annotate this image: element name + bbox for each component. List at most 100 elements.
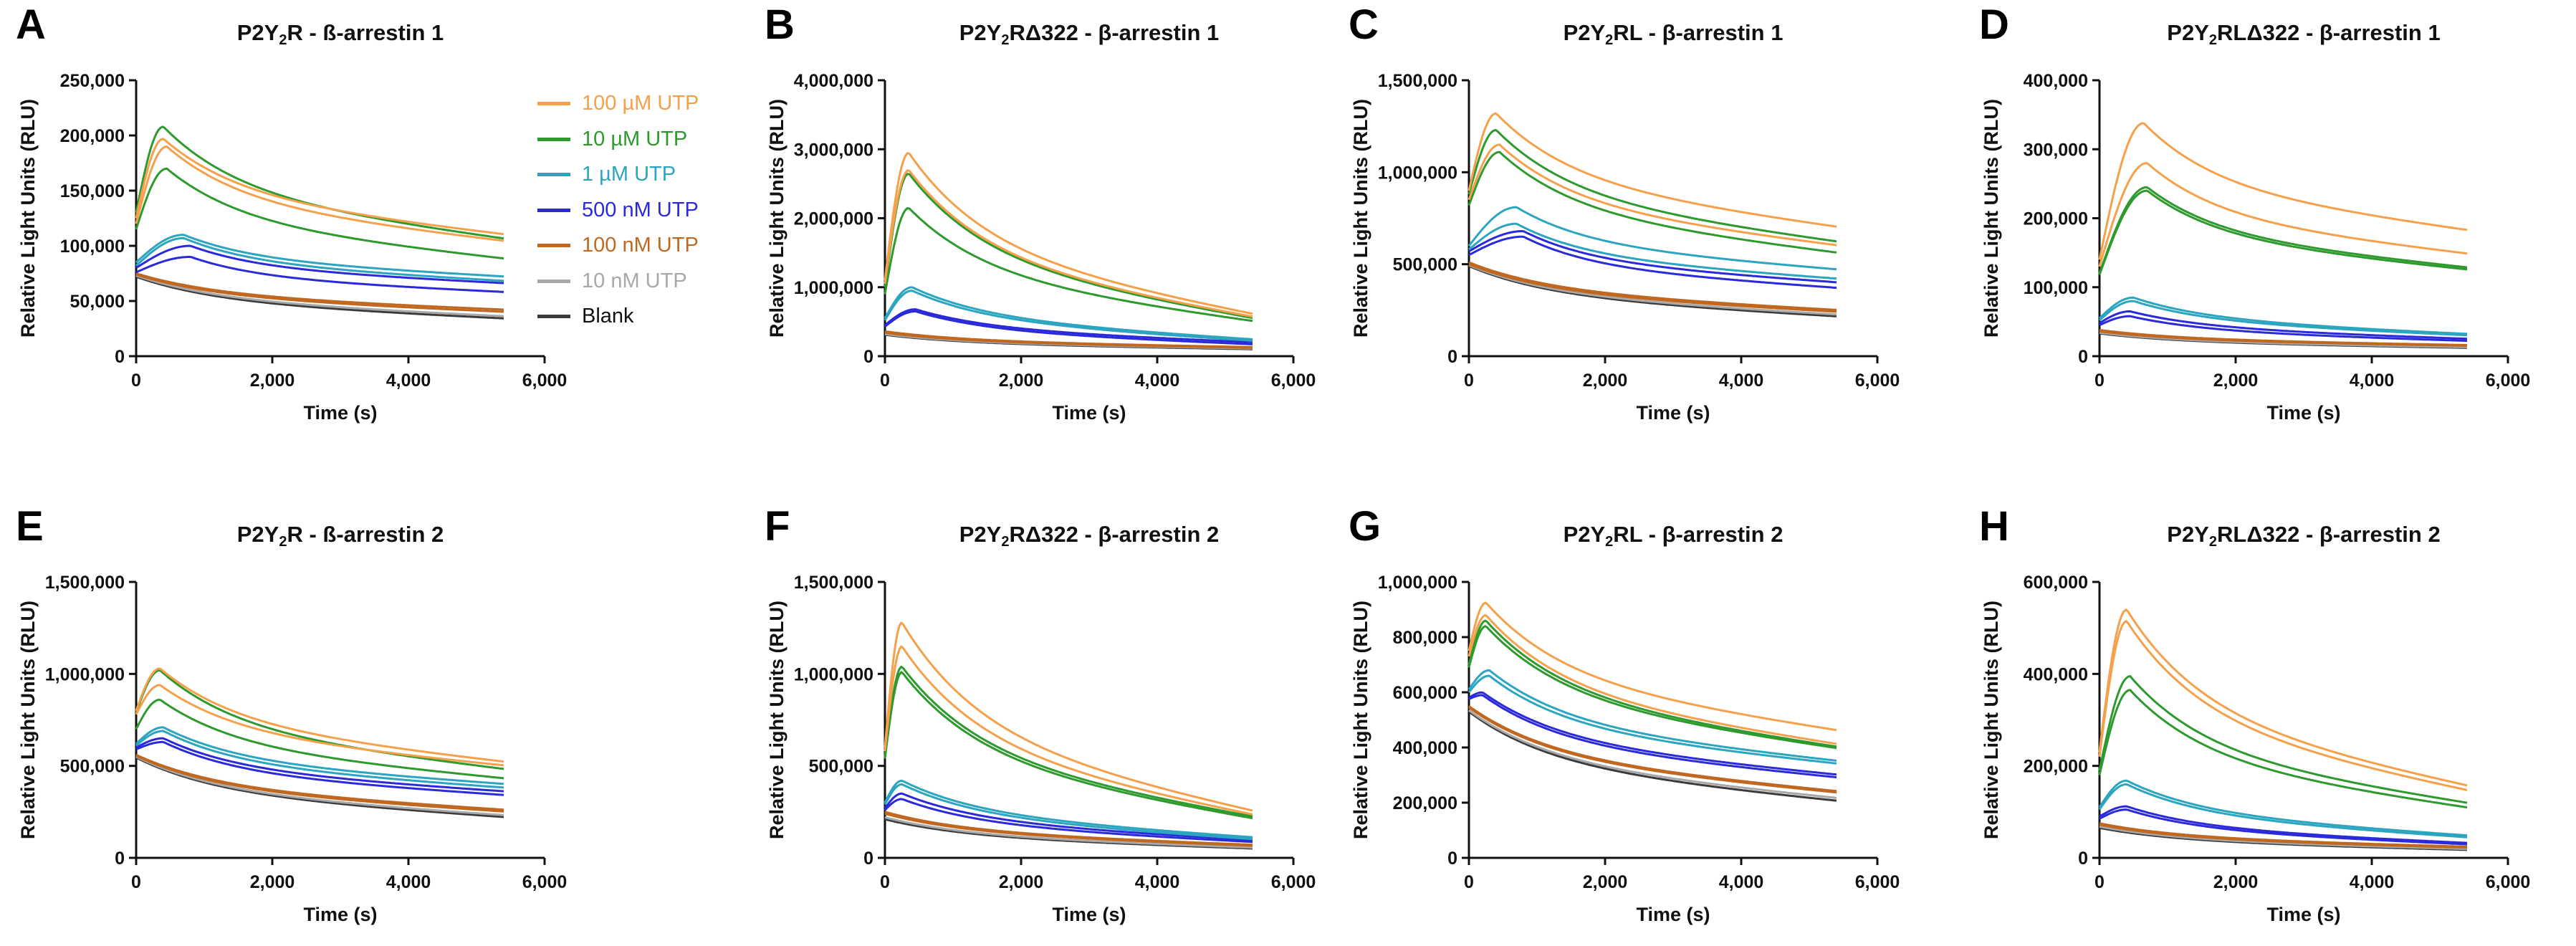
chart-title-part: RΔ322 - β-arrestin 2 xyxy=(1009,522,1220,547)
x-tick-label: 4,000 xyxy=(2350,371,2395,391)
series-line xyxy=(2098,296,2468,335)
x-tick-label: 2,000 xyxy=(250,371,295,391)
panel-letter: D xyxy=(1979,1,2009,48)
legend-swatch xyxy=(537,173,570,177)
legend-label: Blank xyxy=(582,305,634,328)
y-axis-label: Relative Light Units (RLU) xyxy=(1350,601,1371,839)
y-tick-label: 600,000 xyxy=(2024,573,2088,593)
y-axis-label: Relative Light Units (RLU) xyxy=(1350,99,1371,338)
y-tick-label: 2,000,000 xyxy=(794,209,873,229)
chart-title-part: P2Y xyxy=(1563,522,1606,547)
series-line xyxy=(1468,263,1837,313)
y-tick-label: 50,000 xyxy=(70,292,125,312)
series-line xyxy=(2098,189,2468,275)
series-line xyxy=(2099,315,2468,343)
series-line xyxy=(884,645,1253,816)
series-line xyxy=(135,726,504,785)
legend: 100 µM UTP 10 µM UTP 1 µM UTP 500 nM UTP 100… xyxy=(537,86,699,335)
panel-f: F P2Y2RΔ322 - β-arrestin 2 0 500,000 1,000,0… xyxy=(749,502,1358,946)
chart-title-subscript: 2 xyxy=(2208,534,2218,550)
y-tick-label: 0 xyxy=(115,849,125,869)
chart-svg: 0 200,000 400,000 600,000 0 2,000 4,000 6,000 Ti… xyxy=(1981,573,2531,925)
y-tick-label: 150,000 xyxy=(60,181,125,201)
legend-label: 100 nM UTP xyxy=(582,234,699,257)
legend-label: 10 µM UTP xyxy=(582,127,688,150)
legend-item: 100 µM UTP xyxy=(537,86,699,122)
series-line xyxy=(2098,675,2468,804)
series-line xyxy=(884,792,1253,841)
series-line xyxy=(1468,264,1837,316)
series-line xyxy=(884,308,1253,343)
legend-swatch xyxy=(537,244,570,248)
chart-title-part: P2Y xyxy=(2167,20,2209,45)
y-tick-label: 0 xyxy=(863,849,873,869)
y-tick-label: 100,000 xyxy=(2024,278,2088,298)
x-tick-label: 0 xyxy=(2094,371,2105,391)
x-tick-label: 2,000 xyxy=(2213,371,2259,391)
chart-title-part: RLΔ322 - β-arrestin 1 xyxy=(2217,20,2441,45)
series-line xyxy=(2099,822,2468,848)
series-line xyxy=(2099,328,2468,346)
legend-swatch xyxy=(537,315,570,319)
x-axis-label: Time (s) xyxy=(2266,402,2340,424)
legend-label: 10 nM UTP xyxy=(582,269,687,292)
series-line xyxy=(1468,264,1837,317)
y-tick-label: 1,000,000 xyxy=(1378,163,1457,183)
chart-svg: 0 500,000 1,000,000 1,500,000 0 2,000 4,000 6,0… xyxy=(17,573,567,925)
series-line xyxy=(135,272,504,311)
series-line xyxy=(884,330,1253,348)
series-line xyxy=(135,756,504,818)
y-axis-label: Relative Light Units (RLU) xyxy=(17,99,39,338)
series-line xyxy=(1468,691,1837,776)
chart-title-part: P2Y xyxy=(236,20,279,45)
series-line xyxy=(1468,230,1837,284)
y-tick-label: 200,000 xyxy=(60,126,125,146)
panel-h: H P2Y2RLΔ322 - β-arrestin 2 0 200,000 400,00… xyxy=(1963,502,2572,946)
x-tick-label: 6,000 xyxy=(522,371,568,391)
series-line xyxy=(2098,689,2468,809)
legend-item: 500 nM UTP xyxy=(537,193,699,229)
series-line xyxy=(135,669,504,770)
legend-swatch xyxy=(537,102,570,106)
series-line xyxy=(1468,694,1837,779)
legend-item: 10 µM UTP xyxy=(537,122,699,158)
series-line xyxy=(135,755,504,816)
series-line xyxy=(1468,235,1837,290)
panel-letter: G xyxy=(1349,503,1382,550)
chart-title-subscript: 2 xyxy=(2208,32,2218,48)
series-line xyxy=(1467,128,1837,243)
series-line xyxy=(135,273,504,313)
y-tick-label: 1,000,000 xyxy=(794,278,873,298)
chart-title-subscript: 2 xyxy=(1605,32,1614,48)
series-line xyxy=(2099,808,2468,846)
y-tick-label: 400,000 xyxy=(2024,71,2088,91)
legend-item: 10 nM UTP xyxy=(537,264,699,300)
series-line xyxy=(2098,122,2468,260)
y-tick-label: 1,000,000 xyxy=(794,664,873,684)
y-tick-label: 200,000 xyxy=(1393,793,1457,813)
x-tick-label: 6,000 xyxy=(1855,872,1900,892)
series-line xyxy=(884,621,1253,812)
series-line xyxy=(884,169,1253,318)
series-line xyxy=(1467,674,1837,765)
y-tick-label: 400,000 xyxy=(1393,738,1457,758)
series-line xyxy=(135,753,504,811)
y-tick-label: 300,000 xyxy=(2024,140,2088,160)
y-axis-label: Relative Light Units (RLU) xyxy=(766,601,787,839)
y-tick-label: 4,000,000 xyxy=(794,71,873,91)
y-tick-label: 200,000 xyxy=(2024,757,2088,777)
chart-title-subscript: 2 xyxy=(1001,32,1010,48)
series-line xyxy=(884,286,1253,340)
chart-title-part: P2Y xyxy=(959,20,1002,45)
x-tick-label: 4,000 xyxy=(1719,872,1764,892)
panel-d: D P2Y2RLΔ322 - β-arrestin 1 0 100,000 200,00… xyxy=(1963,0,2572,444)
series-line xyxy=(1467,613,1837,745)
chart-title: P2Y2R - ß-arrestin 1 xyxy=(136,20,545,49)
chart-title: P2Y2RLΔ322 - β-arrestin 2 xyxy=(2099,522,2508,550)
y-axis-label: Relative Light Units (RLU) xyxy=(1981,99,2002,338)
panel-g: G P2Y2RL - β-arrestin 2 0 200,000 400,000 600… xyxy=(1333,502,1942,946)
series-line xyxy=(884,779,1253,838)
chart-title: P2Y2RL - β-arrestin 1 xyxy=(1469,20,1877,49)
y-tick-label: 500,000 xyxy=(809,757,873,777)
x-tick-label: 6,000 xyxy=(2486,872,2531,892)
